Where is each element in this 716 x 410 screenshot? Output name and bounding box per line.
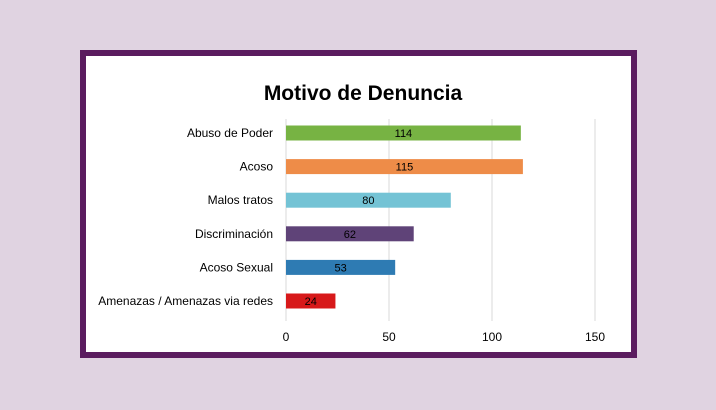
data-label: 80 [362,195,374,207]
data-label: 62 [344,229,356,241]
bar-chart: Motivo de Denuncia Abuso de Poder Acoso Ma… [98,82,606,344]
category-labels: Abuso de Poder Acoso Malos tratos Discrimin… [98,126,273,308]
bar [286,226,414,242]
category-label: Discriminación [195,227,273,241]
category-label: Acoso Sexual [200,260,273,274]
x-tick-label: 100 [482,330,502,344]
x-axis-ticks: 0 50 100 150 [283,330,606,344]
bar [286,259,396,275]
bar [286,192,451,208]
bar [286,125,521,141]
data-label: 115 [396,162,414,174]
category-label: Acoso [240,160,274,174]
x-tick-label: 50 [382,330,396,344]
bar [286,159,523,175]
data-label: 114 [395,128,413,140]
x-tick-label: 0 [283,330,290,344]
category-label: Amenazas / Amenazas via redes [98,294,273,308]
chart-title: Motivo de Denuncia [264,82,463,105]
x-tick-label: 150 [585,330,605,344]
category-label: Abuso de Poder [187,126,273,140]
category-label: Malos tratos [208,193,273,207]
chart-frame: Motivo de Denuncia Abuso de Poder Acoso Ma… [80,50,637,358]
data-label: 53 [334,262,346,274]
bar [286,293,336,309]
gridlines [285,119,596,321]
bars-group [286,125,523,309]
data-labels: 114 115 80 62 53 24 [305,128,414,308]
data-label: 24 [305,296,317,308]
